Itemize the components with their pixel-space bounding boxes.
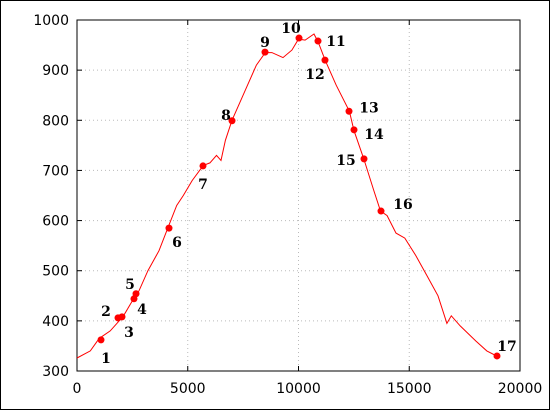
x-tick-label: 15000 (387, 381, 432, 397)
waypoint (377, 207, 385, 215)
waypoint-label: 14 (364, 127, 384, 143)
waypoint (228, 117, 236, 125)
waypoint-label: 16 (393, 197, 412, 213)
waypoint-label: 4 (137, 302, 147, 318)
waypoint-label: 11 (326, 34, 345, 50)
waypoint (314, 37, 322, 45)
waypoint-label: 15 (336, 153, 355, 169)
waypoint-label: 12 (305, 67, 324, 83)
y-tick-label: 600 (42, 214, 69, 230)
waypoint (295, 34, 303, 42)
waypoint (350, 126, 358, 134)
waypoint-label: 8 (221, 108, 231, 124)
x-tick-label: 5000 (170, 381, 206, 397)
waypoint (199, 162, 207, 170)
x-tick-label: 0 (73, 381, 82, 397)
waypoint-label: 3 (124, 325, 134, 341)
waypoint-label: 6 (172, 235, 182, 251)
x-tick-label: 20000 (498, 381, 543, 397)
waypoint (360, 155, 368, 163)
y-tick-label: 900 (42, 63, 69, 79)
waypoint (321, 56, 329, 64)
y-tick-label: 300 (42, 364, 69, 380)
y-tick-label: 1000 (33, 13, 69, 29)
y-tick-label: 500 (42, 264, 69, 280)
waypoint (493, 352, 501, 360)
waypoint-label: 2 (101, 304, 111, 320)
waypoint-label: 10 (281, 21, 301, 37)
waypoint (118, 313, 126, 321)
waypoint (345, 107, 353, 115)
waypoint-label: 9 (260, 35, 270, 51)
waypoint-label: 1 (101, 351, 111, 367)
profile-line (76, 33, 497, 359)
waypoint (97, 336, 105, 344)
plot-border (76, 19, 521, 372)
waypoint-label: 7 (198, 177, 208, 193)
waypoint (165, 224, 173, 232)
x-tick-label: 10000 (276, 381, 321, 397)
waypoint-label: 17 (497, 339, 516, 355)
y-tick-label: 700 (42, 163, 69, 179)
waypoint (132, 290, 140, 298)
y-tick-label: 800 (42, 113, 69, 129)
waypoint (261, 48, 269, 56)
waypoint-label: 13 (359, 100, 378, 116)
y-tick-label: 400 (42, 314, 69, 330)
waypoint-label: 5 (125, 277, 135, 293)
